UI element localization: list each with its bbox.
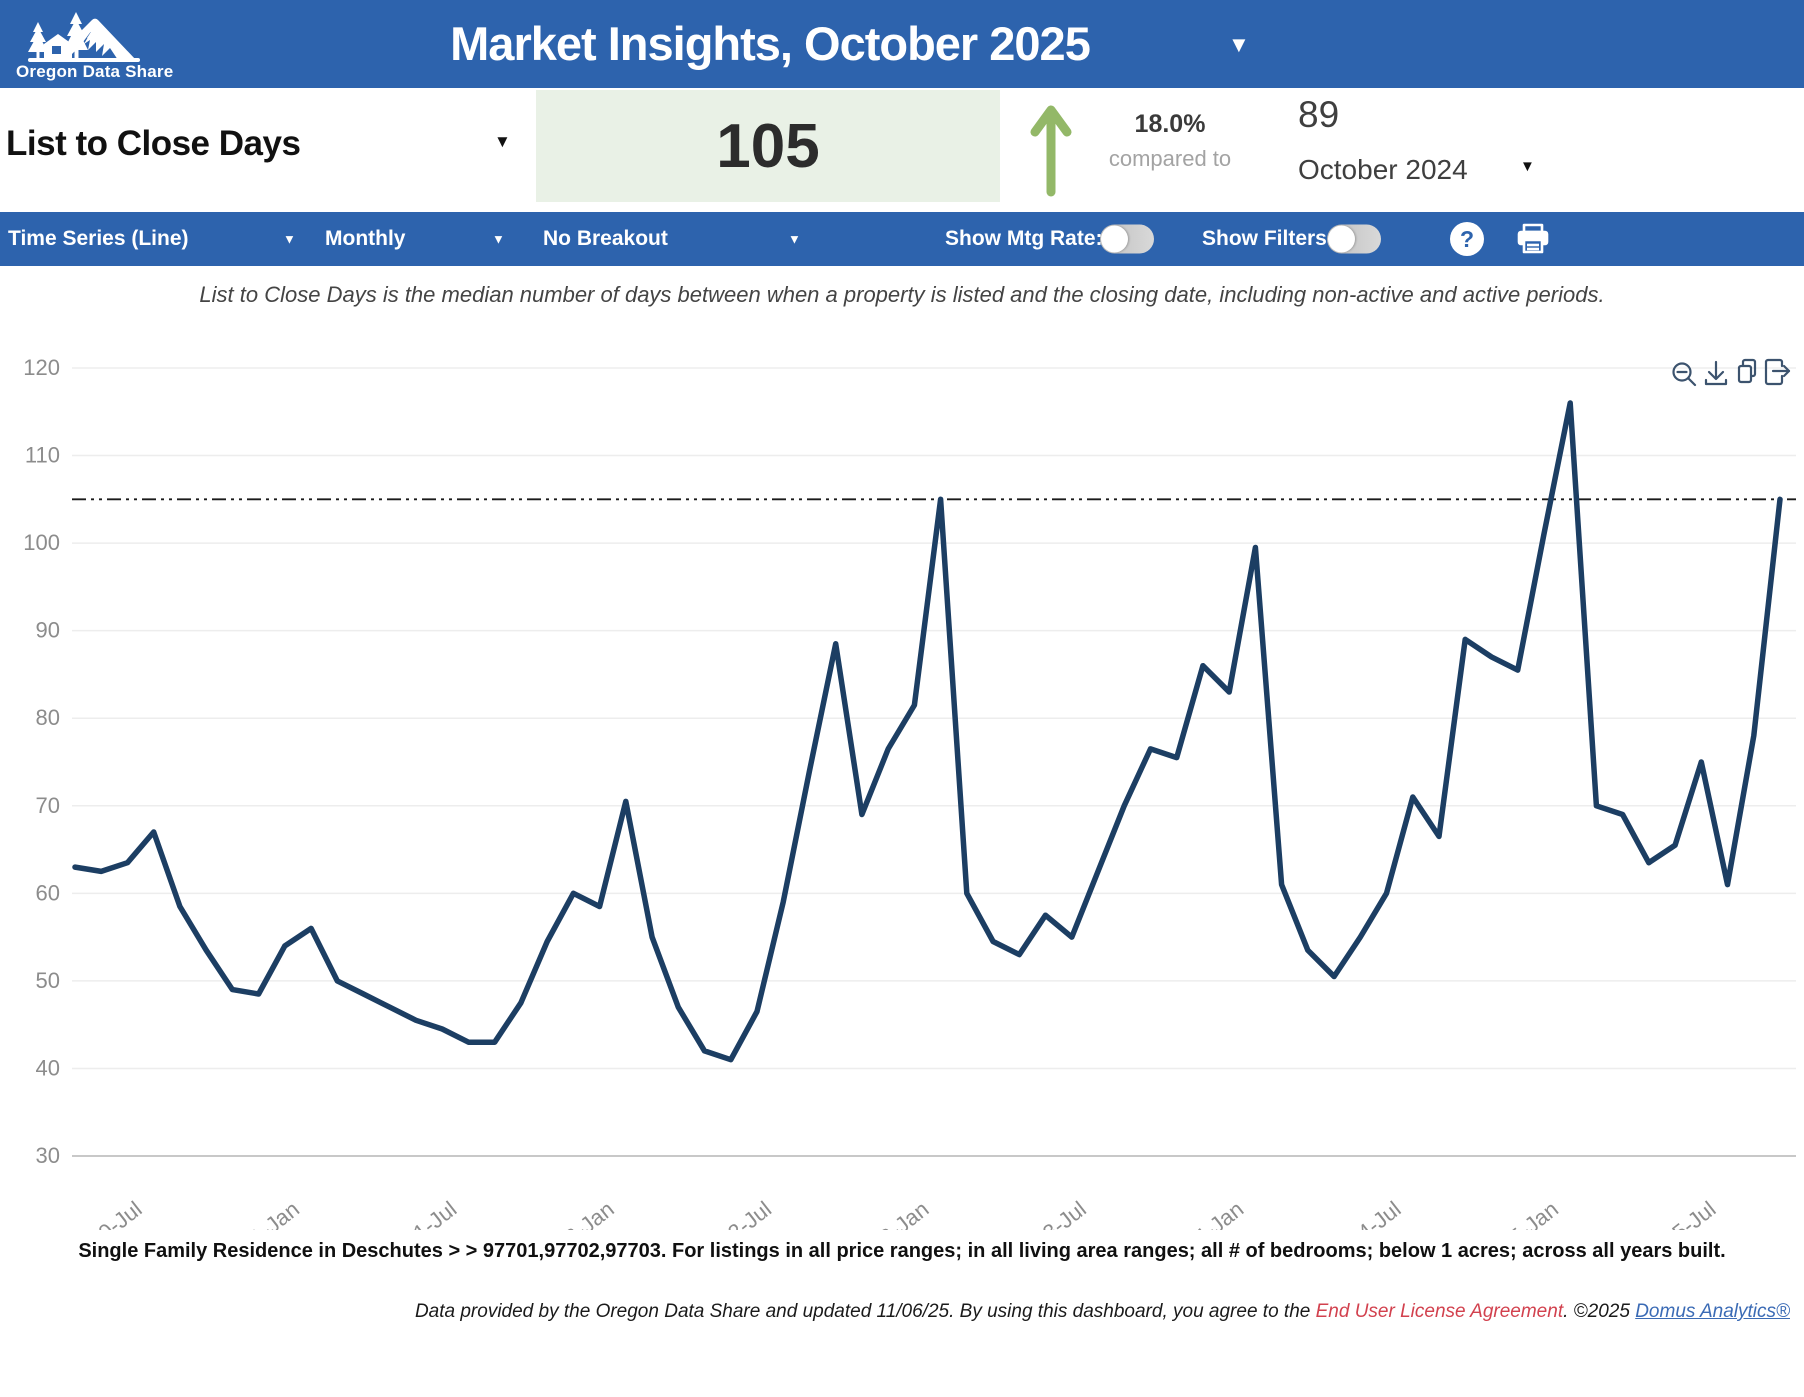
chart-line (72, 400, 1783, 1063)
frequency-caret[interactable]: ▼ (492, 231, 505, 247)
kpi-value: 105 (716, 111, 820, 181)
x-axis-label: 2023-Jan (846, 1196, 934, 1230)
x-axis-label: 2022-Jan (531, 1196, 619, 1230)
credit-text: Data provided by the Oregon Data Share a… (414, 1301, 1316, 1322)
credit-line: Data provided by the Oregon Data Share a… (0, 1301, 1804, 1323)
kpi-change-pct: 18.0% (1134, 110, 1206, 138)
chart-area: 30 40 50 60 70 80 90 100 110 120 2020-Jul 2021-Jan 2… (0, 308, 1804, 1230)
x-axis-label: 2023-Jul (1009, 1196, 1091, 1230)
chart-type-caret[interactable]: ▼ (283, 231, 296, 247)
y-axis-label: 120 (23, 355, 60, 380)
filter-summary: Single Family Residence in Deschutes > >… (78, 1240, 1726, 1262)
frequency-dropdown[interactable]: Monthly (325, 227, 406, 250)
chart-toolbar: Time Series (Line) ▼ Monthly ▼ No Breako… (0, 212, 1804, 266)
download-icon[interactable] (1704, 360, 1728, 386)
filters-toggle[interactable] (1327, 224, 1381, 254)
compare-period-caret[interactable]: ▼ (1520, 158, 1535, 175)
y-axis-label: 40 (36, 1055, 60, 1080)
x-axis-label: 2025-Jan (1475, 1196, 1563, 1230)
x-axis-label: 2021-Jul (379, 1196, 461, 1230)
chart-type-dropdown[interactable]: Time Series (Line) (8, 227, 189, 250)
filters-label: Show Filters: (1202, 227, 1334, 250)
x-axis-label: 2024-Jan (1161, 1196, 1249, 1230)
filters-toggle-knob (1328, 225, 1355, 253)
oregon-data-share-logo (28, 12, 140, 62)
copy-icon[interactable] (1737, 358, 1757, 384)
title-dropdown-caret[interactable]: ▼ (1228, 32, 1250, 57)
eula-link[interactable]: End User License Agreement (1315, 1301, 1564, 1322)
y-axis-label: 90 (36, 618, 60, 643)
y-axis-label: 110 (25, 443, 60, 468)
export-icon[interactable] (1764, 358, 1791, 386)
time-series-chart[interactable]: 30 40 50 60 70 80 90 100 110 120 2020-Jul 2021-Jan 2… (0, 308, 1804, 1230)
mtg-rate-toggle[interactable] (1100, 224, 1154, 254)
page-title: Market Insights, October 2025 (450, 17, 1091, 70)
y-axis-label: 70 (36, 793, 60, 818)
x-axis-label: 2020-Jul (65, 1196, 147, 1230)
y-axis-label: 30 (36, 1143, 60, 1168)
up-arrow-icon (1030, 105, 1072, 197)
y-axis-label: 80 (36, 705, 60, 730)
help-icon[interactable]: ? (1450, 222, 1484, 256)
x-axis-label: 2021-Jan (216, 1196, 304, 1230)
domus-analytics-link[interactable]: Domus Analytics® (1635, 1301, 1790, 1322)
kpi-value-box: 105 (536, 90, 1000, 202)
credit-mid: . ©2025 (1563, 1301, 1636, 1322)
metric-dropdown-caret[interactable]: ▼ (494, 132, 511, 151)
x-axis-label: 2022-Jul (694, 1196, 776, 1230)
y-axis-label: 50 (36, 968, 60, 993)
metric-selector[interactable]: List to Close Days (6, 124, 301, 163)
breakout-dropdown[interactable]: No Breakout (543, 227, 668, 250)
breakout-caret[interactable]: ▼ (788, 231, 801, 247)
y-axis-label: 100 (23, 530, 60, 555)
kpi-row: List to Close Days ▼ 105 18.0% compared … (0, 88, 1804, 212)
kpi-previous-value: 89 (1298, 94, 1340, 135)
chart-description: List to Close Days is the median number … (199, 282, 1605, 307)
compare-period-selector[interactable]: October 2024 (1298, 154, 1468, 185)
logo-text: Oregon Data Share (16, 62, 174, 81)
x-axis-label: 2024-Jul (1324, 1196, 1406, 1230)
kpi-compared-label: compared to (1108, 146, 1232, 171)
zoom-out-icon[interactable] (1672, 362, 1697, 387)
mtg-rate-label: Show Mtg Rate: (945, 227, 1103, 250)
print-icon[interactable] (1516, 223, 1550, 255)
y-axis-label: 60 (36, 880, 60, 905)
x-axis-label: 2025-Jul (1638, 1196, 1720, 1230)
mtg-rate-toggle-knob (1101, 225, 1128, 253)
header-bar: Oregon Data Share Market Insights, Octob… (0, 0, 1804, 88)
